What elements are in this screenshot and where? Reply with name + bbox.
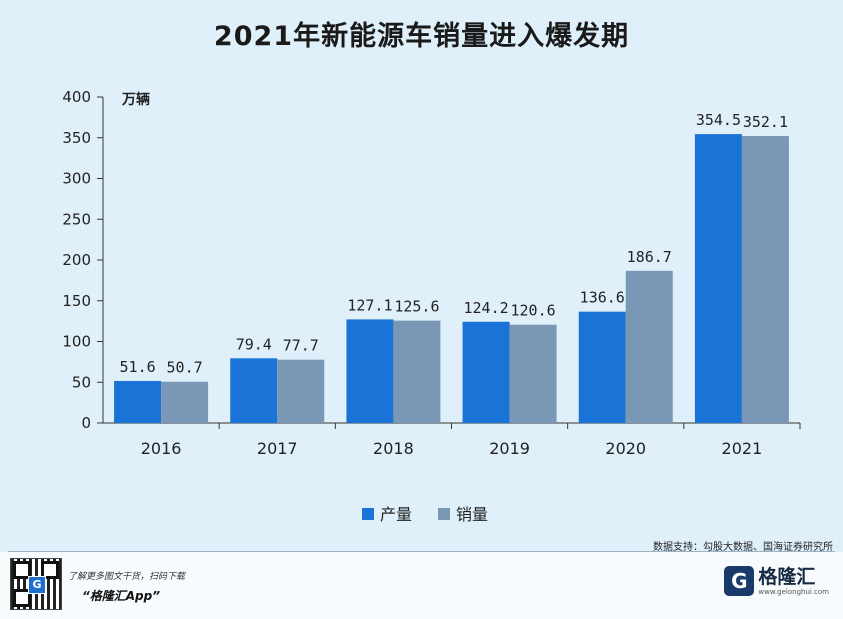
legend-swatch bbox=[438, 508, 450, 520]
brand-logo[interactable]: G 格隆汇 www.gelonghui.com bbox=[724, 566, 829, 596]
qr-finder-icon bbox=[41, 561, 59, 579]
bar-production bbox=[462, 321, 510, 423]
x-tick-label: 2018 bbox=[373, 439, 414, 458]
bar-production bbox=[694, 134, 742, 423]
qr-code[interactable]: G bbox=[10, 558, 62, 610]
bar-sales bbox=[625, 270, 673, 423]
y-tick-label: 100 bbox=[62, 333, 91, 351]
promo-app-name: “格隆汇App” bbox=[82, 589, 160, 603]
bar-production bbox=[230, 358, 278, 423]
data-label-production: 127.1 bbox=[347, 296, 392, 314]
data-label-production: 354.5 bbox=[696, 111, 741, 129]
x-tick-label: 2017 bbox=[257, 439, 298, 458]
chart-title: 2021年新能源车销量进入爆发期 bbox=[213, 21, 630, 52]
promo-text: 了解更多图文干货，扫码下载 bbox=[68, 572, 186, 582]
bar-production bbox=[346, 319, 394, 423]
brand-name: 格隆汇 bbox=[758, 566, 816, 588]
data-label-sales: 125.6 bbox=[394, 298, 439, 316]
x-tick-label: 2016 bbox=[141, 439, 182, 458]
x-tick-label: 2021 bbox=[722, 439, 763, 458]
qr-finder-icon bbox=[13, 561, 31, 579]
brand-mark-icon: G bbox=[724, 566, 755, 596]
y-tick-label: 0 bbox=[81, 414, 91, 432]
y-tick-label: 300 bbox=[62, 170, 91, 188]
data-label-production: 124.2 bbox=[464, 299, 509, 317]
legend-label: 产量 bbox=[380, 505, 412, 524]
bar-production bbox=[114, 380, 162, 423]
y-tick-label: 150 bbox=[62, 292, 91, 310]
data-label-sales: 77.7 bbox=[283, 337, 319, 355]
y-tick-label: 250 bbox=[62, 210, 91, 228]
bar-sales bbox=[277, 359, 325, 423]
data-source-note: 数据支持：勾股大数据、国海证券研究所 bbox=[653, 542, 833, 553]
bar-chart: 0 50 100 150 200 250 300 350 400 万辆 2016 51.6 50.7 20… bbox=[62, 88, 801, 524]
footer bbox=[0, 552, 843, 619]
data-label-production: 136.6 bbox=[580, 289, 625, 307]
bar-sales bbox=[509, 324, 557, 423]
data-label-sales: 352.1 bbox=[743, 113, 788, 131]
qr-finder-icon bbox=[13, 589, 31, 607]
brand-url: www.gelonghui.com bbox=[758, 588, 829, 596]
y-tick-label: 50 bbox=[72, 373, 91, 391]
data-label-production: 79.4 bbox=[236, 335, 272, 353]
bar-production bbox=[578, 311, 626, 423]
data-label-sales: 186.7 bbox=[627, 248, 672, 266]
bar-sales bbox=[741, 136, 789, 423]
x-tick-label: 2019 bbox=[489, 439, 530, 458]
footer-divider bbox=[8, 551, 835, 552]
bar-sales bbox=[393, 320, 441, 423]
data-label-sales: 50.7 bbox=[167, 359, 203, 377]
y-tick-label: 200 bbox=[62, 251, 91, 269]
bar-sales bbox=[161, 381, 209, 423]
legend-swatch bbox=[362, 508, 374, 520]
y-axis-unit-label: 万辆 bbox=[121, 91, 150, 108]
qr-logo-icon: G bbox=[28, 576, 46, 594]
x-tick-label: 2020 bbox=[605, 439, 646, 458]
y-tick-label: 350 bbox=[62, 129, 91, 147]
data-label-sales: 120.6 bbox=[511, 302, 556, 320]
y-tick-label: 400 bbox=[62, 88, 91, 106]
legend-label: 销量 bbox=[456, 505, 488, 524]
data-label-production: 51.6 bbox=[120, 358, 156, 376]
